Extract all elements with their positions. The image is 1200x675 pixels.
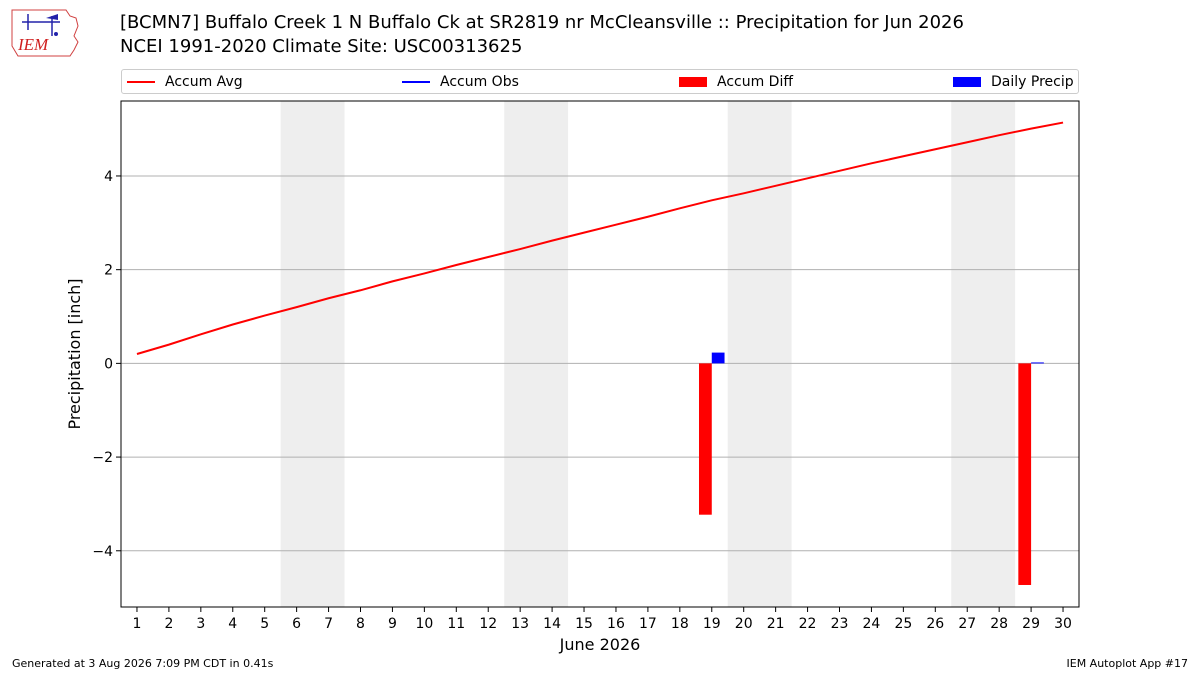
x-tick-label: 29 xyxy=(1022,616,1040,632)
x-axis-label: June 2026 xyxy=(559,635,641,654)
legend-swatch-accum-obs xyxy=(402,80,430,83)
weekend-span xyxy=(951,101,1016,607)
y-axis-label: Precipitation [inch] xyxy=(65,278,84,429)
chart-subtitle: NCEI 1991-2020 Climate Site: USC00313625 xyxy=(120,36,523,57)
y-tick-label: −4 xyxy=(92,544,113,560)
x-tick-label: 27 xyxy=(958,616,976,632)
x-tick-label: 17 xyxy=(639,616,657,632)
y-tick-label: 0 xyxy=(104,356,113,372)
x-tick-label: 4 xyxy=(228,616,237,632)
x-tick-label: 15 xyxy=(575,616,593,632)
series-line-accum-avg xyxy=(136,121,1064,355)
x-tick-label: 19 xyxy=(703,616,721,632)
bar-accum-diff xyxy=(698,363,712,515)
x-tick-label: 8 xyxy=(356,616,365,632)
line-marks xyxy=(136,121,1064,355)
legend-label-accum-avg: Accum Avg xyxy=(165,73,243,90)
legend-label-accum-obs: Accum Obs xyxy=(440,73,519,90)
weekend-span xyxy=(727,101,792,607)
x-tick-label: 21 xyxy=(767,616,785,632)
legend-label-daily-precip: Daily Precip xyxy=(991,73,1074,90)
x-tick-label: 18 xyxy=(671,616,689,632)
x-tick-label: 20 xyxy=(735,616,753,632)
weekend-span xyxy=(280,101,345,607)
x-tick-label: 24 xyxy=(863,616,881,632)
legend-item-accum-avg: Accum Avg xyxy=(127,70,243,93)
legend: Accum Avg Accum Obs Accum Diff Daily Pre… xyxy=(121,69,1079,94)
x-tick-label: 9 xyxy=(388,616,397,632)
y-gridlines xyxy=(121,175,1079,552)
x-tick-label: 2 xyxy=(164,616,173,632)
x-tick-label: 6 xyxy=(292,616,301,632)
legend-label-accum-diff: Accum Diff xyxy=(717,73,794,90)
iem-logo-icon: IEM xyxy=(11,9,79,57)
x-tick-label: 16 xyxy=(607,616,625,632)
logo-text: IEM xyxy=(17,35,49,54)
x-tick-label: 28 xyxy=(990,616,1008,632)
legend-swatch-daily-precip xyxy=(953,76,981,87)
x-tick-label: 14 xyxy=(543,616,561,632)
bar-daily-precip xyxy=(1031,362,1044,364)
y-tick-label: −2 xyxy=(92,450,113,466)
x-tick-label: 23 xyxy=(831,616,849,632)
x-tick-label: 7 xyxy=(324,616,333,632)
legend-swatch-accum-avg xyxy=(127,80,155,83)
x-tick-label: 11 xyxy=(447,616,465,632)
bar-accum-diff xyxy=(1018,363,1032,585)
legend-item-daily-precip: Daily Precip xyxy=(953,70,1074,93)
x-tick-label: 13 xyxy=(511,616,529,632)
x-ticks: 1 2 3 4 5 6 7 8 9 10 11 12 13 14 15 16 17 18 19 20 21 22 23 24 2… xyxy=(133,607,1072,632)
x-tick-label: 25 xyxy=(894,616,912,632)
legend-item-accum-obs: Accum Obs xyxy=(402,70,519,93)
weekend-spans xyxy=(280,101,1016,607)
x-tick-label: 1 xyxy=(133,616,142,632)
legend-item-accum-diff: Accum Diff xyxy=(679,70,793,93)
x-tick-label: 5 xyxy=(260,616,269,632)
x-tick-label: 30 xyxy=(1054,616,1072,632)
x-tick-label: 26 xyxy=(926,616,944,632)
footer-generated: Generated at 3 Aug 2026 7:09 PM CDT in 0… xyxy=(12,657,274,670)
footer-app: IEM Autoplot App #17 xyxy=(1066,657,1189,670)
bar-marks xyxy=(698,352,1044,585)
y-tick-label: 2 xyxy=(104,263,113,279)
y-ticks: −4 −2 0 2 4 xyxy=(92,169,121,560)
y-tick-label: 4 xyxy=(104,169,113,185)
x-tick-label: 10 xyxy=(415,616,433,632)
legend-swatch-accum-diff xyxy=(679,76,707,87)
weekend-span xyxy=(504,101,569,607)
bar-daily-precip xyxy=(711,352,725,364)
x-tick-label: 22 xyxy=(799,616,817,632)
plot-frame xyxy=(120,100,1080,608)
chart-title: [BCMN7] Buffalo Creek 1 N Buffalo Ck at … xyxy=(120,12,964,33)
x-tick-label: 12 xyxy=(479,616,497,632)
x-tick-label: 3 xyxy=(196,616,205,632)
